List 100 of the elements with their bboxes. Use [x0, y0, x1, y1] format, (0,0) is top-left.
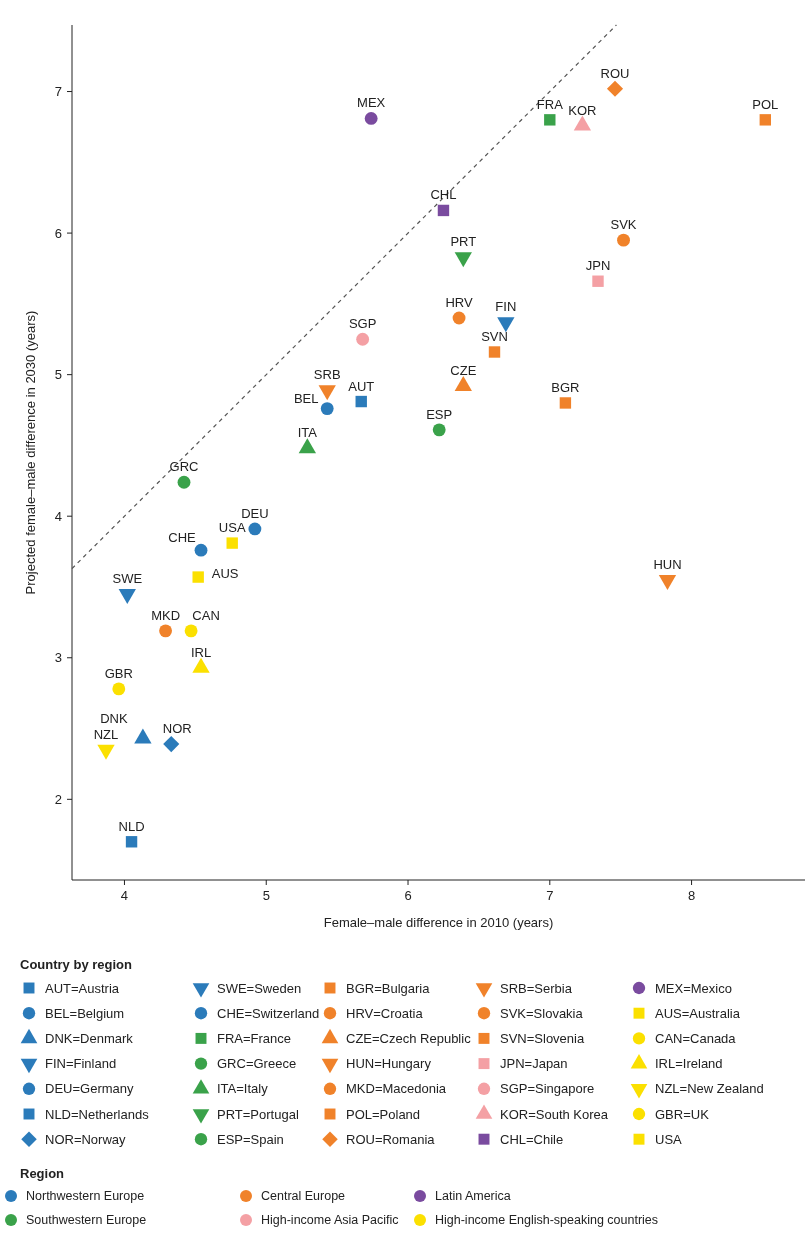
annotation: ITA — [297, 425, 318, 441]
point — [592, 275, 604, 287]
point — [192, 571, 204, 583]
text: Southwestern Europe — [26, 1213, 147, 1228]
annotation: DEU — [241, 505, 269, 521]
y-tick-label: 4 — [54, 508, 62, 524]
annotation: BGR — [551, 379, 580, 395]
x-tick-label: 6 — [404, 888, 412, 903]
point — [488, 346, 501, 358]
point — [364, 112, 378, 125]
y-axis-title: Projected female–male difference in 2030 (years) — [23, 310, 38, 595]
text: Northwestern Europe — [26, 1189, 145, 1204]
point — [194, 543, 208, 557]
annotation: SGP — [348, 316, 377, 332]
annotation: GRC — [169, 459, 199, 475]
legend-label: FRA=France — [217, 1030, 292, 1046]
legend-title: Country by region — [20, 957, 133, 972]
point — [226, 537, 238, 549]
legend-label: CHL=Chile — [500, 1131, 564, 1147]
legend-label: FIN=Finland — [45, 1056, 117, 1072]
annotation: USA — [218, 520, 246, 536]
annotation: SRB — [313, 367, 341, 383]
point — [163, 736, 180, 753]
annotation: CAN — [192, 607, 220, 623]
point — [112, 682, 126, 696]
text: High-income English-speaking countries — [435, 1213, 659, 1228]
point — [432, 423, 446, 437]
legend-label: CAN=Canada — [655, 1030, 737, 1046]
legend-label: PRT=Portugal — [217, 1106, 299, 1122]
legend-label: HUN=Hungary — [346, 1056, 432, 1072]
legend-label: SVN=Slovenia — [500, 1030, 585, 1046]
legend-label: IRL=Ireland — [655, 1056, 723, 1072]
legend-label: ITA=Italy — [217, 1081, 269, 1097]
annotation: NZL — [93, 726, 119, 742]
point — [356, 332, 370, 346]
point — [559, 397, 572, 409]
point — [437, 204, 450, 217]
point — [759, 114, 771, 126]
annotation: CHE — [168, 530, 197, 546]
point — [606, 80, 624, 97]
legend-label: HRV=Croatia — [346, 1005, 424, 1021]
legend-label: GBR=UK — [655, 1106, 710, 1122]
point — [184, 624, 198, 638]
legend-label: ESP=Spain — [217, 1131, 284, 1147]
legend-label: USA — [655, 1131, 683, 1147]
annotation: MKD — [151, 607, 181, 623]
legend-label: NLD=Netherlands — [45, 1106, 150, 1122]
annotation: NLD — [118, 818, 145, 834]
x-tick-label: 4 — [120, 888, 129, 903]
text: Latin America — [435, 1189, 511, 1204]
annotation: AUS — [211, 566, 239, 582]
annotation: POL — [752, 96, 779, 112]
point — [159, 624, 173, 638]
legend-label: AUS=Australia — [655, 1005, 741, 1021]
point — [248, 522, 262, 536]
annotation: SVN — [481, 329, 508, 344]
annotation: AUT — [348, 378, 375, 394]
text: Central Europe — [261, 1189, 346, 1204]
legend-label: DEU=Germany — [45, 1081, 134, 1097]
point — [452, 311, 466, 325]
annotation: IRL — [190, 644, 212, 660]
legend-label: GRC=Greece — [217, 1056, 297, 1072]
annotation: CZE — [450, 362, 477, 378]
annotation: GBR — [104, 665, 133, 681]
legend-label: JPN=Japan — [500, 1056, 568, 1072]
annotation: MEX — [357, 95, 386, 111]
annotation: SVK — [610, 217, 637, 233]
annotation: HUN — [653, 556, 682, 572]
y-tick-label: 7 — [54, 84, 62, 100]
point — [177, 475, 191, 489]
point — [355, 395, 367, 408]
text: Region — [20, 1166, 65, 1181]
legend-label: NZL=New Zealand — [655, 1081, 764, 1097]
annotation: FRA — [536, 96, 564, 112]
legend-label: BGR=Bulgaria — [346, 980, 431, 996]
legend-label: CZE=Czech Republic — [346, 1030, 472, 1046]
x-tick-label: 5 — [262, 888, 270, 903]
point — [544, 114, 556, 126]
legend-label: SGP=Singapore — [500, 1081, 595, 1097]
point — [125, 836, 138, 848]
legend-label: AUT=Austria — [45, 980, 120, 996]
annotation: BEL — [293, 390, 319, 406]
x-tick-label: 8 — [687, 888, 696, 903]
point — [320, 402, 334, 416]
annotation: DNK — [100, 711, 128, 727]
legend-label: KOR=South Korea — [500, 1106, 609, 1122]
annotation: HRV — [445, 295, 473, 311]
text: High-income Asia Pacific — [261, 1213, 399, 1228]
x-axis-title: Female–male difference in 2010 (years) — [323, 915, 554, 930]
y-tick-label: 2 — [54, 791, 62, 807]
legend-label: SVK=Slovakia — [500, 1005, 584, 1021]
y-tick-label: 3 — [54, 650, 62, 666]
legend-label: SRB=Serbia — [500, 980, 573, 996]
legend-label: SWE=Sweden — [217, 980, 302, 996]
legend-label: DNK=Denmark — [45, 1030, 134, 1046]
annotation: KOR — [568, 102, 597, 118]
legend-label: NOR=Norway — [45, 1131, 127, 1147]
annotation: JPN — [585, 258, 611, 274]
annotation: ROU — [600, 65, 630, 81]
legend-label: MKD=Macedonia — [346, 1081, 447, 1097]
